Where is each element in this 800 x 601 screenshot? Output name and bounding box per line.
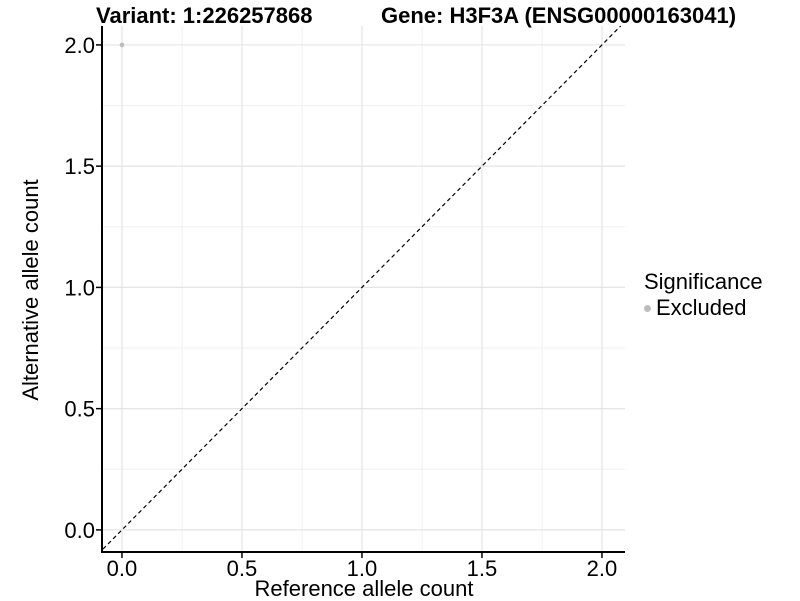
identity-line xyxy=(102,25,622,550)
y-tick-label: 1.0 xyxy=(64,275,95,300)
y-tick-label: 0.5 xyxy=(64,397,95,422)
x-tick-label: 2.0 xyxy=(587,556,618,581)
y-tick-label: 0.0 xyxy=(64,518,95,543)
legend-item-label: Excluded xyxy=(656,295,747,321)
data-point xyxy=(119,42,125,48)
x-tick-label: 1.5 xyxy=(467,556,498,581)
y-tick-label: 1.5 xyxy=(64,154,95,179)
legend-point-icon xyxy=(644,304,651,312)
x-tick-label: 0.0 xyxy=(107,556,138,581)
x-tick-label: 1.0 xyxy=(347,556,378,581)
plot-title-variant: Variant: 1:226257868 xyxy=(96,3,313,28)
y-tick-label: 2.0 xyxy=(64,33,95,58)
y-axis-title: Alternative allele count xyxy=(18,179,43,401)
legend-item-excluded: Excluded xyxy=(644,295,763,321)
plot-title-gene: Gene: H3F3A (ENSG00000163041) xyxy=(381,3,737,28)
legend-title: Significance xyxy=(644,269,763,294)
legend: Significance Excluded xyxy=(644,269,763,321)
x-axis-title: Reference allele count xyxy=(254,576,474,601)
x-tick-label: 0.5 xyxy=(227,556,258,581)
